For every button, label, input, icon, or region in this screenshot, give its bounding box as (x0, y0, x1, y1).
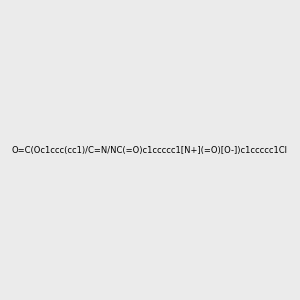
Text: O=C(Oc1ccc(cc1)/C=N/NC(=O)c1ccccc1[N+](=O)[O-])c1ccccc1Cl: O=C(Oc1ccc(cc1)/C=N/NC(=O)c1ccccc1[N+](=… (12, 146, 288, 154)
